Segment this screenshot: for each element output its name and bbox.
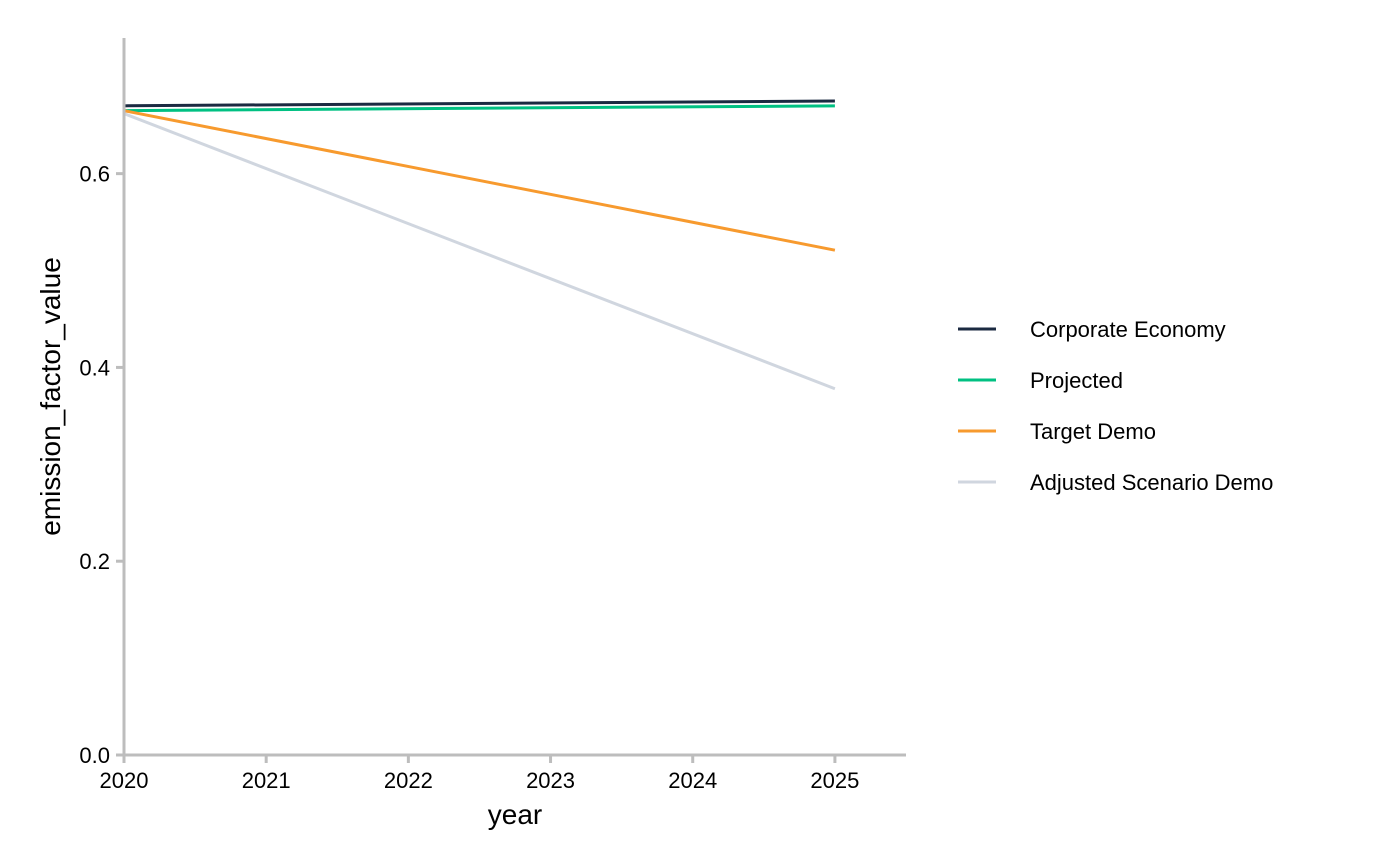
x-tick-label: 2020 bbox=[100, 768, 149, 793]
series-line-projected bbox=[123, 104, 835, 113]
x-tick-label: 2021 bbox=[242, 768, 291, 793]
series-line-corporate-economy bbox=[123, 99, 835, 108]
series-line-adjusted-scenario-demo bbox=[123, 112, 836, 391]
legend-label: Corporate Economy bbox=[1030, 317, 1226, 342]
legend-label: Target Demo bbox=[1030, 419, 1156, 444]
y-tick-label: 0.0 bbox=[79, 743, 110, 768]
ticks-layer: 2020 2021 2022 2023 2024 2025 0.0 0.2 0.4 0.6 bbox=[79, 162, 859, 793]
series-layer bbox=[123, 99, 836, 391]
legend: Corporate Economy Projected Target Demo Adj… bbox=[958, 317, 1273, 495]
x-tick-label: 2025 bbox=[810, 768, 859, 793]
y-tick-label: 0.4 bbox=[79, 355, 110, 380]
legend-label: Projected bbox=[1030, 368, 1123, 393]
x-tick-label: 2022 bbox=[384, 768, 433, 793]
y-tick-label: 0.2 bbox=[79, 549, 110, 574]
x-tick-label: 2024 bbox=[668, 768, 717, 793]
y-tick-label: 0.6 bbox=[79, 162, 110, 187]
legend-label: Adjusted Scenario Demo bbox=[1030, 470, 1273, 495]
y-axis-title: emission_factor_value bbox=[35, 257, 66, 536]
x-tick-label: 2023 bbox=[526, 768, 575, 793]
series-line-target-demo bbox=[123, 109, 836, 252]
axes-layer bbox=[122, 38, 906, 757]
x-axis-title: year bbox=[488, 799, 542, 830]
